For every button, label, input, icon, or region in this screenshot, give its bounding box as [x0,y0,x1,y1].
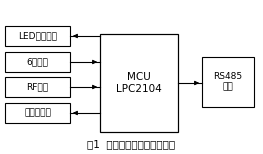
Bar [5,52,70,72]
Text: RS485
转换: RS485 转换 [214,72,242,92]
Bar [100,34,178,132]
Bar [5,77,70,97]
Text: 调光晶闸管: 调光晶闸管 [24,109,51,118]
Text: 图1  智能灯光控制器原理框图: 图1 智能灯光控制器原理框图 [87,139,175,149]
Text: LED电源指示: LED电源指示 [18,32,57,41]
Text: MCU
LPC2104: MCU LPC2104 [116,72,162,94]
Bar [5,26,70,46]
Text: RF输入: RF输入 [27,83,49,91]
Text: 6键输入: 6键输入 [27,57,48,67]
Bar [202,57,254,107]
Bar [5,103,70,123]
